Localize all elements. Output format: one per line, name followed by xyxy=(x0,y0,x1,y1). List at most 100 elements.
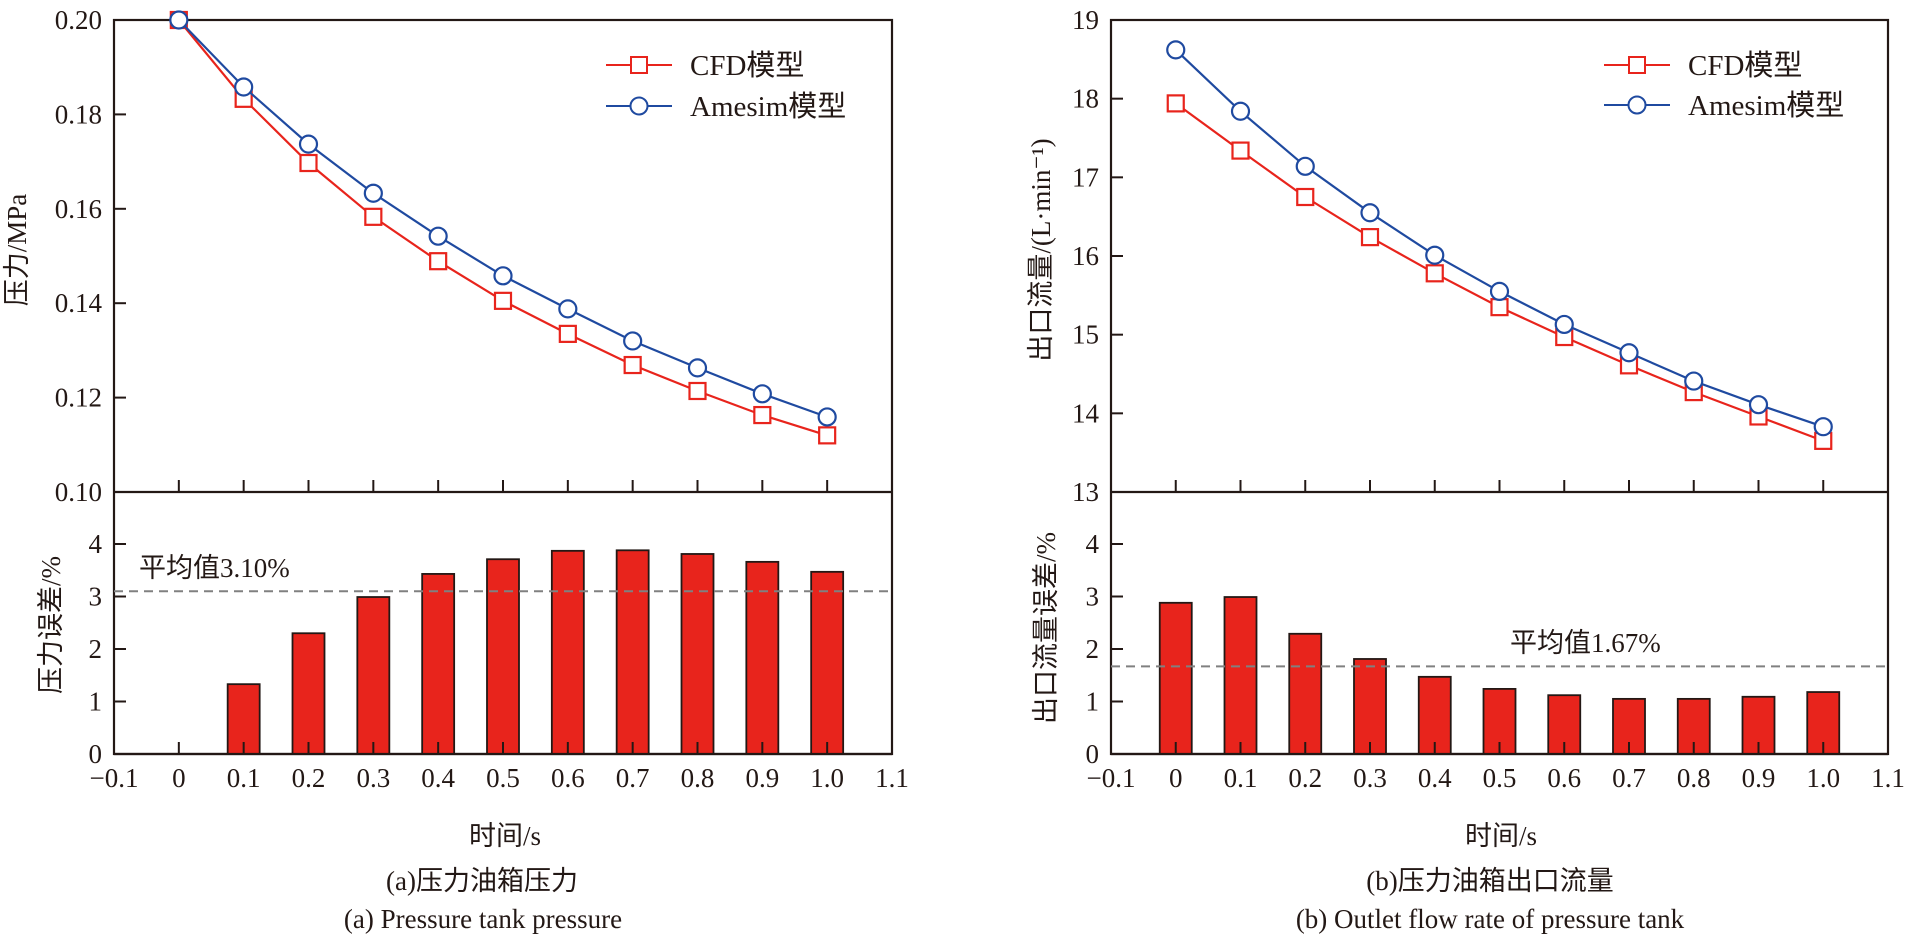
cfd-point-marker xyxy=(299,153,318,173)
x-tick-label: 0.7 xyxy=(1612,763,1646,793)
x-tick-label: 0.1 xyxy=(1224,763,1258,793)
y-tick-label: 0.10 xyxy=(55,477,102,507)
error-bar xyxy=(1417,675,1452,755)
error-bar xyxy=(291,632,326,755)
panel-b-legend: CFD模型 Amesim模型 xyxy=(1604,49,1844,122)
x-tick-label: 0.7 xyxy=(616,763,650,793)
cfd-point-marker xyxy=(1360,228,1380,247)
amesim-point-marker xyxy=(1489,281,1510,301)
amesim-point-marker xyxy=(687,358,708,378)
amesim-point-marker xyxy=(1619,343,1639,363)
error-bar xyxy=(356,596,391,755)
y-tick-label: 15 xyxy=(1072,320,1099,350)
x-tick-label: 0.3 xyxy=(356,763,390,793)
y-tick-label: 1 xyxy=(89,687,103,717)
panel-a-caption-cn: (a)压力油箱压力 xyxy=(386,866,578,896)
y-tick-label: 16 xyxy=(1072,241,1099,271)
x-tick-label: 0 xyxy=(172,763,186,793)
cfd-point-marker xyxy=(753,405,772,425)
x-tick-label: −0.1 xyxy=(1087,763,1136,793)
amesim-point-marker xyxy=(1425,245,1445,265)
series-line-cfd xyxy=(177,19,828,437)
x-tick-label: 0.5 xyxy=(486,763,520,793)
amesim-point-marker xyxy=(1813,417,1833,437)
panel-a-upper-ylabel: 压力/MPa xyxy=(2,194,32,307)
amesim-point-marker xyxy=(558,299,578,319)
series-line-cfd xyxy=(1175,102,1824,442)
y-tick-label: 0 xyxy=(1086,739,1100,769)
y-tick-label: 14 xyxy=(1072,398,1100,428)
cfd-point-marker xyxy=(1231,141,1250,160)
x-tick-label: 0.9 xyxy=(745,763,779,793)
amesim-point-marker xyxy=(234,77,254,97)
amesim-point-marker xyxy=(428,226,448,246)
x-tick-label: 0.1 xyxy=(227,763,261,793)
y-tick-label: 2 xyxy=(89,634,103,664)
x-tick-label: 1.0 xyxy=(1806,763,1840,793)
legend-amesim-label: Amesim模型 xyxy=(690,90,846,123)
x-tick-label: 0.9 xyxy=(1742,763,1776,793)
error-bar xyxy=(1353,658,1387,755)
panel-a-xlabel: 时间/s xyxy=(469,821,541,851)
cfd-point-marker xyxy=(818,426,837,445)
amesim-point-marker xyxy=(1554,314,1574,335)
amesim-point-marker xyxy=(752,384,772,404)
cfd-point-marker xyxy=(364,207,383,226)
y-tick-label: 17 xyxy=(1072,162,1099,192)
y-tick-label: 19 xyxy=(1072,5,1099,35)
error-bar xyxy=(550,549,585,755)
x-tick-label: 0.4 xyxy=(1418,763,1452,793)
legend-amesim-circle-icon xyxy=(629,96,649,116)
x-tick-label: 1.1 xyxy=(1871,763,1905,793)
amesim-point-marker xyxy=(1295,156,1315,176)
x-tick-label: 0.6 xyxy=(1547,763,1581,793)
y-tick-label: 0 xyxy=(89,739,103,769)
y-tick-label: 4 xyxy=(89,529,103,559)
x-tick-label: 0.4 xyxy=(421,763,455,793)
x-tick-label: 1.1 xyxy=(875,763,909,793)
x-tick-label: 1.0 xyxy=(810,763,844,793)
legend-amesim-label: Amesim模型 xyxy=(1688,89,1844,122)
amesim-point-marker xyxy=(1166,40,1186,60)
legend-cfd-square-icon xyxy=(1628,56,1646,74)
amesim-point-marker xyxy=(1230,101,1251,121)
cfd-point-marker xyxy=(623,355,642,375)
legend-amesim-circle-icon xyxy=(1627,95,1647,115)
panel-b-upper-plot: 13 14 15 16 17 18 19 xyxy=(1072,5,1890,756)
y-tick-label: 2 xyxy=(1086,634,1100,664)
error-bar xyxy=(1158,601,1193,755)
amesim-point-marker xyxy=(298,134,319,154)
panel-a-mean-label: 平均值3.10% xyxy=(139,553,290,583)
y-tick-label: 13 xyxy=(1072,477,1099,507)
x-tick-label: 0.8 xyxy=(1677,763,1711,793)
panel-a-caption-en: (a) Pressure tank pressure xyxy=(344,904,622,934)
cfd-point-marker xyxy=(493,291,513,310)
panel-a-lower-ylabel: 压力误差/% xyxy=(36,556,66,694)
error-bar xyxy=(810,570,845,755)
cfd-point-marker xyxy=(429,252,448,271)
panel-b-caption-cn: (b)压力油箱出口流量 xyxy=(1366,866,1613,896)
amesim-point-marker xyxy=(363,183,383,203)
legend-cfd-square-icon xyxy=(630,56,648,74)
amesim-point-marker xyxy=(1684,371,1704,391)
cfd-point-marker xyxy=(1425,264,1444,283)
x-tick-label: 0 xyxy=(1169,763,1183,793)
y-tick-label: 0.20 xyxy=(55,5,102,35)
amesim-point-marker xyxy=(1360,203,1380,223)
x-tick-label: 0.6 xyxy=(551,763,585,793)
y-tick-label: 18 xyxy=(1072,84,1099,114)
cfd-point-marker xyxy=(1296,187,1315,207)
panel-b-caption-en: (b) Outlet flow rate of pressure tank xyxy=(1296,904,1685,934)
legend-cfd-label: CFD模型 xyxy=(1688,49,1802,82)
y-tick-label: 1 xyxy=(1086,687,1100,717)
amesim-point-marker xyxy=(1748,395,1769,415)
y-tick-label: 3 xyxy=(89,582,103,612)
error-bar xyxy=(486,558,520,755)
panel-b-upper-ylabel: 出口流量/(L·min⁻¹) xyxy=(1026,138,1056,361)
panel-b-lower-ylabel: 出口流量误差/% xyxy=(1031,532,1061,724)
